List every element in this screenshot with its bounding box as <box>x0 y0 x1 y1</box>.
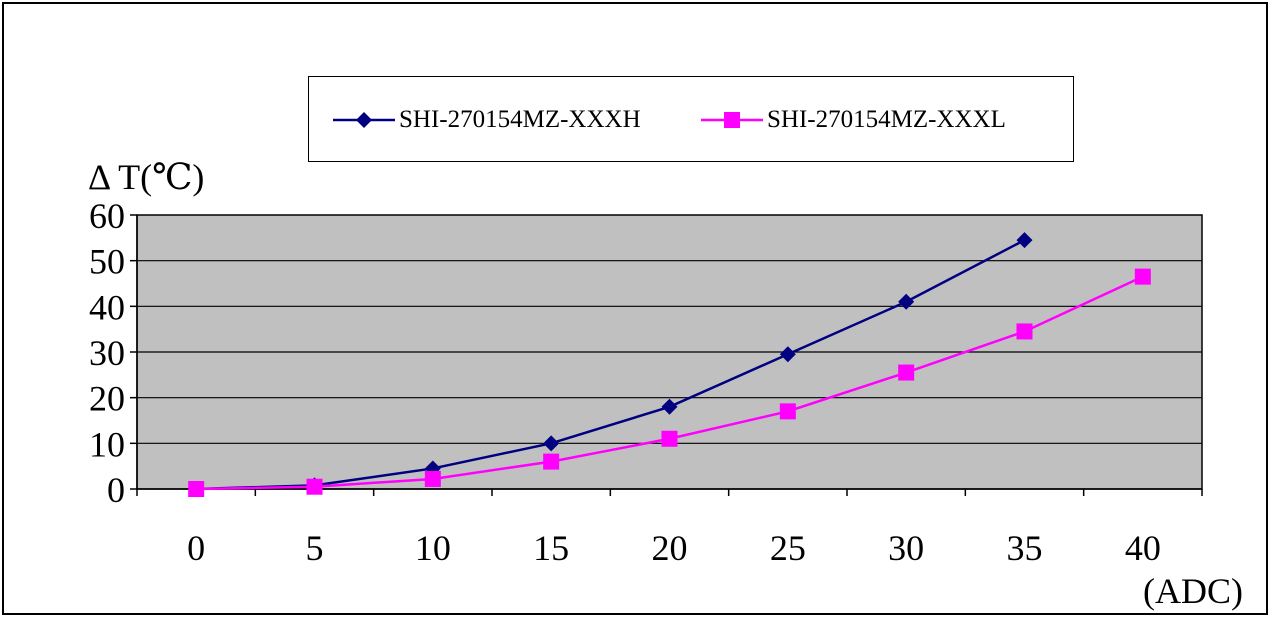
series-1-point-1 <box>306 478 323 495</box>
y-tick-label-10: 10 <box>89 424 125 464</box>
series-0-point-5 <box>779 346 796 363</box>
x-tick-label-35: 35 <box>1007 528 1043 568</box>
x-tick-label-10: 10 <box>415 528 451 568</box>
series-0-point-4 <box>661 398 678 415</box>
legend-label-xxxh: SHI-270154MZ-XXXH <box>399 106 641 133</box>
legend-item-xxxl: SHI-270154MZ-XXXL <box>699 103 1006 137</box>
x-tick-label-25: 25 <box>770 528 806 568</box>
series-1-point-4 <box>661 430 678 447</box>
series-0-point-6 <box>898 293 915 310</box>
series-0-point-3 <box>543 435 560 452</box>
x-tick-label-5: 5 <box>306 528 324 568</box>
series-1-point-2 <box>424 470 441 487</box>
x-tick-label-0: 0 <box>187 528 205 568</box>
series-1-point-6 <box>898 364 915 381</box>
y-tick-label-50: 50 <box>89 242 125 282</box>
series-0-point-7 <box>1016 232 1033 249</box>
y-tick-label-60: 60 <box>89 196 125 236</box>
series-1-point-5 <box>779 403 796 420</box>
x-axis-label: (ADC) <box>1143 571 1243 611</box>
x-tick-label-40: 40 <box>1125 528 1161 568</box>
series-1-point-8 <box>1134 268 1151 285</box>
x-tick-label-20: 20 <box>652 528 688 568</box>
legend-swatch-xxxh <box>333 112 395 128</box>
x-tick-label-15: 15 <box>533 528 569 568</box>
legend: SHI-270154MZ-XXXH SHI-270154MZ-XXXL <box>308 76 1074 162</box>
x-tick-label-30: 30 <box>888 528 924 568</box>
series-line-0 <box>196 239 1026 491</box>
y-tick-label-30: 30 <box>89 333 125 373</box>
y-tick-label-20: 20 <box>89 379 125 419</box>
series-1-point-0 <box>188 481 205 497</box>
y-tick-label-0: 0 <box>107 470 125 510</box>
legend-item-xxxh: SHI-270154MZ-XXXH <box>331 103 641 137</box>
series-1-point-7 <box>1016 323 1033 340</box>
legend-swatch-xxxl <box>701 112 763 128</box>
legend-label-xxxl: SHI-270154MZ-XXXL <box>767 106 1006 133</box>
y-axis-label: Δ T(℃) <box>88 157 205 197</box>
series-1-point-3 <box>543 453 560 470</box>
y-tick-label-40: 40 <box>89 287 125 327</box>
